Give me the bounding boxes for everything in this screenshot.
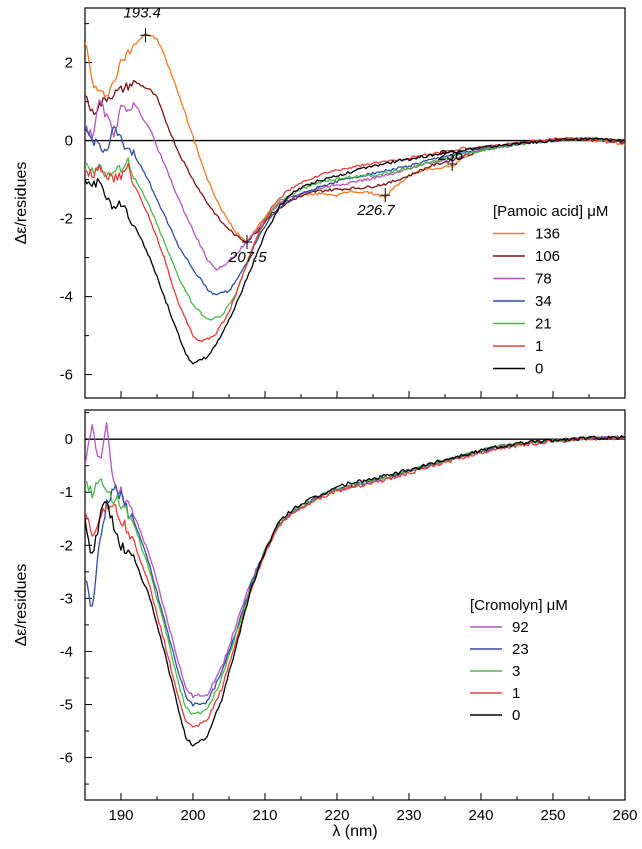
plot-frame <box>84 409 626 801</box>
plot-frame <box>84 7 626 399</box>
y-tick-label: 0 <box>65 431 73 448</box>
legend-label: 92 <box>512 619 529 636</box>
y-tick-label: -4 <box>60 643 73 660</box>
x-tick-label: 200 <box>180 807 205 824</box>
y-tick-label: -6 <box>60 750 73 767</box>
annotation-label: 226.7 <box>356 202 395 219</box>
legend-label: 0 <box>512 707 520 724</box>
panel-pamoic-acid: 2 0 -2 -4 -6 Δε/residues 193.4 207.5 226.7 236 [Pa… <box>13 4 626 399</box>
legend-label: 78 <box>535 271 552 288</box>
legend: [Pamoic acid] μM 136 106 78 34 21 1 0 <box>493 203 608 378</box>
series-line-3 <box>85 435 625 715</box>
series-line-0 <box>85 435 625 747</box>
legend: [Cromolyn] μM 92 23 3 1 0 <box>470 597 568 724</box>
legend-label: 1 <box>535 338 543 355</box>
x-tick-label: 230 <box>396 807 421 824</box>
legend-label: 3 <box>512 663 520 680</box>
legend-title: [Pamoic acid] μM <box>493 203 608 220</box>
series-line-1 <box>85 435 625 728</box>
series-line-23 <box>85 435 625 707</box>
y-tick-label: -1 <box>60 484 73 501</box>
y-tick-label: 0 <box>65 133 73 150</box>
legend-label: 23 <box>512 641 529 658</box>
x-tick-label: 250 <box>540 807 565 824</box>
series-line-21 <box>85 137 625 321</box>
annotation-label: 207.5 <box>228 249 267 266</box>
x-tick-label: 190 <box>108 807 133 824</box>
legend-label: 1 <box>512 685 520 702</box>
y-tick-label: -2 <box>60 211 73 228</box>
y-tick-label: -3 <box>60 590 73 607</box>
x-axis-title: λ (nm) <box>332 823 377 840</box>
legend-label: 34 <box>535 293 552 310</box>
x-tick-label: 220 <box>324 807 349 824</box>
annotation-label: 236 <box>437 147 464 164</box>
y-tick-label: -5 <box>60 696 73 713</box>
legend-label: 21 <box>535 316 552 333</box>
x-tick-label: 260 <box>612 807 637 824</box>
y-tick-label: -6 <box>60 367 73 384</box>
legend-title: [Cromolyn] μM <box>470 597 568 614</box>
annotation-label: 193.4 <box>123 4 161 21</box>
y-tick-label: 2 <box>65 55 73 72</box>
series-line-0 <box>85 137 625 365</box>
series-group <box>85 422 625 747</box>
y-tick-label: -2 <box>60 537 73 554</box>
x-tick-label: 240 <box>468 807 493 824</box>
series-group <box>85 32 625 365</box>
legend-label: 106 <box>535 248 560 265</box>
x-tick-label: 210 <box>252 807 277 824</box>
legend-label: 0 <box>535 361 543 378</box>
legend-label: 136 <box>535 226 560 243</box>
y-axis-title: Δε/residues <box>13 162 30 245</box>
y-tick-label: -4 <box>60 289 73 306</box>
y-axis-title: Δε/residues <box>13 564 30 647</box>
